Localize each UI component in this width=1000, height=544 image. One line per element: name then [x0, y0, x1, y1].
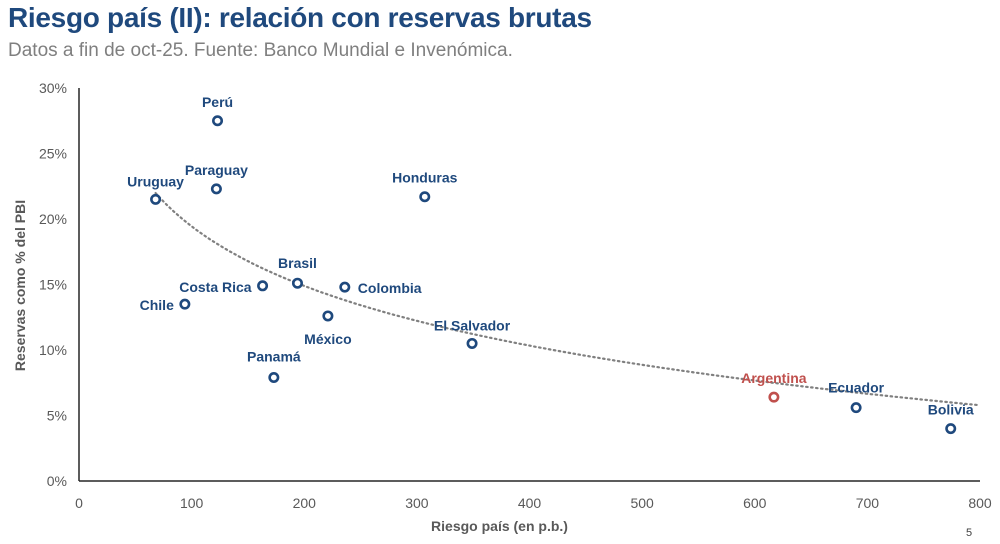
data-point [419, 191, 431, 203]
data-label: Perú [202, 94, 233, 110]
data-point [945, 423, 957, 435]
page-number: 5 [966, 527, 973, 539]
x-tick-label: 500 [630, 495, 654, 511]
y-tick-label: 20% [39, 211, 67, 227]
data-point [268, 372, 280, 384]
x-tick-label: 100 [180, 495, 204, 511]
y-tick-label: 30% [39, 80, 67, 96]
x-tick-label: 0 [75, 495, 83, 511]
y-axis-title: Reservas como % del PBI [12, 200, 28, 371]
trendline [154, 192, 982, 407]
data-point [850, 402, 862, 414]
data-point [210, 183, 222, 195]
data-point [212, 115, 224, 127]
data-point [322, 310, 334, 322]
data-label: México [304, 331, 351, 347]
data-label: Bolivia [928, 402, 974, 418]
x-tick-label: 800 [968, 495, 992, 511]
data-label: Ecuador [828, 380, 885, 396]
x-tick-label: 400 [518, 495, 542, 511]
data-point [150, 193, 162, 205]
data-label: Paraguay [185, 162, 248, 178]
x-tick-label: 300 [405, 495, 429, 511]
data-point [768, 391, 780, 403]
data-label: Panamá [247, 349, 301, 365]
data-label: Honduras [392, 170, 458, 186]
data-label: Costa Rica [179, 279, 252, 295]
data-label: El Salvador [434, 317, 511, 333]
data-point [291, 277, 303, 289]
data-label: Chile [140, 297, 174, 313]
data-label: Uruguay [127, 173, 184, 189]
data-point [339, 281, 351, 293]
page-title: Riesgo país (II): relación con reservas … [8, 2, 592, 33]
data-label: Colombia [358, 280, 422, 296]
x-tick-label: 200 [293, 495, 317, 511]
x-axis-title: Riesgo país (en p.b.) [431, 518, 568, 534]
x-tick-label: 700 [856, 495, 880, 511]
y-tick-label: 15% [39, 277, 67, 293]
y-tick-label: 5% [47, 408, 67, 424]
x-tick-label: 600 [743, 495, 767, 511]
data-label: Argentina [741, 370, 807, 386]
y-tick-label: 0% [47, 473, 67, 489]
data-label: Brasil [278, 255, 317, 271]
y-tick-label: 25% [39, 146, 67, 162]
data-point [179, 298, 191, 310]
data-point [257, 280, 269, 292]
page-subtitle: Datos a fin de oct-25. Fuente: Banco Mun… [8, 40, 513, 61]
data-point [466, 337, 478, 349]
y-tick-label: 10% [39, 342, 67, 358]
